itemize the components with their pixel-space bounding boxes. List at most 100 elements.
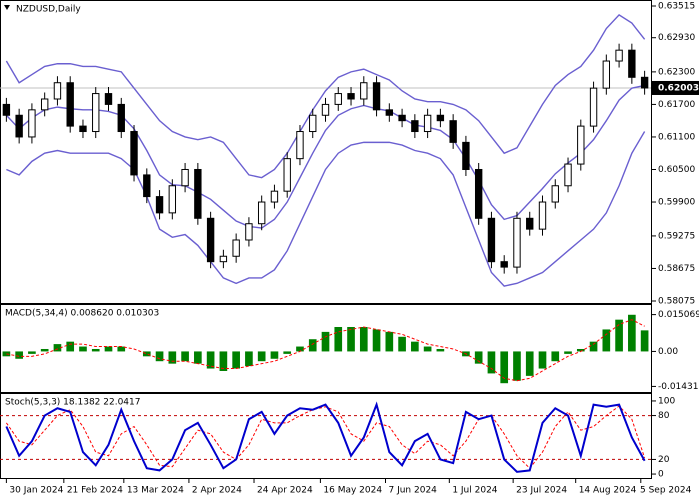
macd-bar	[155, 351, 164, 362]
macd-bar	[232, 351, 240, 369]
y-tick-label: 0.63515	[658, 1, 695, 11]
candle-body	[360, 82, 368, 100]
candle-body	[79, 125, 87, 133]
x-tick-label: 14 Aug 2024	[579, 486, 637, 496]
last-price-box	[652, 80, 699, 95]
pane-title: MACD(5,34,4) 0.008620 0.010303	[5, 309, 159, 319]
x-tick-label: 7 Jun 2024	[388, 486, 437, 496]
macd-bar	[551, 351, 560, 362]
candle-body	[602, 60, 611, 89]
candle-body	[117, 103, 125, 133]
candle-body	[130, 131, 138, 176]
macd-bar	[79, 346, 87, 352]
x-tick-label: 1 Jul 2024	[452, 486, 497, 496]
candle-body	[28, 109, 36, 138]
macd-bar	[615, 319, 623, 352]
y-tick-label: 100	[658, 396, 675, 406]
macd-bar	[308, 339, 317, 352]
y-tick-label: 0.60500	[658, 165, 695, 175]
macd-bar	[640, 330, 649, 352]
bollinger-band	[5, 84, 645, 229]
y-tick-label: 0.62300	[658, 67, 695, 77]
candle-body	[372, 82, 381, 111]
macd-bar	[15, 351, 23, 359]
macd-bar	[104, 346, 113, 352]
candle-body	[92, 93, 100, 133]
macd-bar	[538, 351, 547, 369]
candle-body	[628, 49, 636, 78]
macd-bar	[436, 348, 445, 352]
macd-bar	[117, 346, 126, 352]
x-tick-label: 23 Jul 2024	[516, 486, 567, 496]
macd-bar	[91, 348, 100, 352]
y-tick-label: 0.61700	[658, 100, 695, 110]
candle-body	[640, 76, 649, 89]
y-tick-label: 80	[658, 411, 670, 421]
macd-bar	[28, 351, 36, 354]
candle-body	[2, 103, 11, 116]
y-tick-label: 0.59275	[658, 231, 695, 241]
bollinger-band	[6, 131, 646, 287]
candle-body	[577, 125, 585, 165]
candle-body	[15, 114, 23, 138]
macd-bar	[474, 351, 483, 364]
macd-bar	[66, 341, 75, 352]
candle-body	[143, 174, 151, 198]
candle-body	[513, 217, 521, 268]
macd-bar	[628, 314, 636, 352]
macd-bar	[589, 341, 598, 352]
candle-body	[551, 185, 559, 203]
candle-body	[66, 82, 74, 127]
y-tick-label: 0.015069	[658, 310, 699, 320]
candle-body	[40, 98, 49, 111]
candle-body	[526, 217, 534, 230]
candle-body	[270, 190, 279, 203]
candle-body	[155, 196, 164, 214]
candle-body	[538, 201, 547, 230]
y-tick-label: 0.58675	[658, 264, 695, 274]
stoch-main	[5, 401, 646, 473]
candle-body	[168, 185, 177, 214]
macd-bar	[296, 346, 304, 352]
candle-body	[53, 82, 62, 100]
candle-body	[104, 93, 113, 105]
pane-title: NZDUSD,Daily	[16, 5, 81, 15]
y-tick-label: 0.58075	[658, 296, 695, 306]
last-price-label: 0.62003	[658, 83, 699, 93]
candle-body	[589, 87, 598, 127]
candle-body	[462, 141, 470, 170]
macd-bar	[385, 331, 394, 352]
x-tick-label: 30 Jan 2024	[9, 486, 63, 496]
price-pane	[0, 0, 652, 304]
candle-body	[206, 217, 215, 263]
candle-body	[411, 120, 419, 133]
macd-signal	[6, 319, 645, 382]
pane-title: Stoch(5,3,3) 18.1382 22.0417	[5, 398, 140, 408]
candle-body	[181, 168, 189, 187]
candle-body	[487, 217, 496, 263]
candle-body	[232, 239, 240, 257]
candle-body	[564, 163, 572, 187]
macd-bar	[219, 351, 228, 371]
macd-bar	[423, 346, 432, 352]
candle-body	[334, 93, 342, 105]
candle-body	[449, 120, 457, 143]
macd-bar	[398, 336, 406, 352]
macd-bar	[564, 351, 572, 354]
y-tick-label: 0.00	[658, 347, 678, 357]
macd-bar	[525, 351, 534, 376]
macd-bar	[487, 351, 496, 374]
macd-bar	[245, 351, 253, 367]
candle-body	[257, 201, 266, 225]
macd-bar	[270, 351, 279, 359]
candle-body	[423, 114, 432, 133]
macd-bar	[411, 341, 419, 352]
macd-bar	[206, 351, 215, 369]
x-tick-label: 2 Apr 2024	[192, 486, 242, 496]
candle-body	[474, 168, 483, 219]
bollinger-band	[5, 14, 646, 179]
macd-bar	[194, 351, 202, 364]
macd-bar	[168, 351, 177, 364]
y-tick-label: 0.62930	[658, 33, 695, 43]
macd-bar	[372, 329, 381, 352]
